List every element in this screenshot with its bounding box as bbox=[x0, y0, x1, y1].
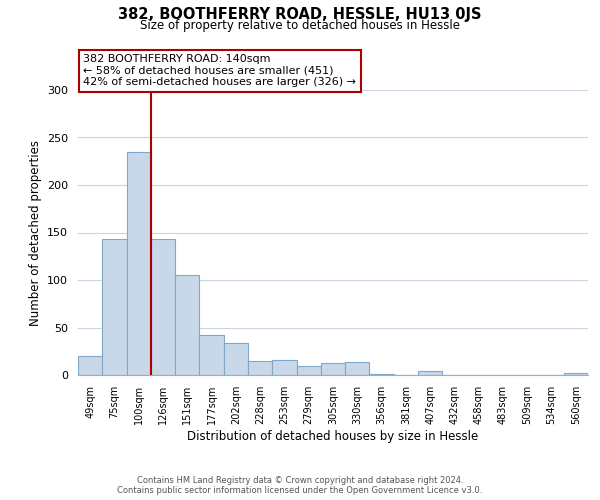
Text: 382, BOOTHFERRY ROAD, HESSLE, HU13 0JS: 382, BOOTHFERRY ROAD, HESSLE, HU13 0JS bbox=[118, 8, 482, 22]
Bar bbox=[345, 362, 370, 375]
Text: Contains HM Land Registry data © Crown copyright and database right 2024.
Contai: Contains HM Land Registry data © Crown c… bbox=[118, 476, 482, 495]
Bar bbox=[296, 366, 321, 375]
Bar bbox=[418, 371, 442, 375]
Text: 382 BOOTHFERRY ROAD: 140sqm
← 58% of detached houses are smaller (451)
42% of se: 382 BOOTHFERRY ROAD: 140sqm ← 58% of det… bbox=[83, 54, 356, 87]
Bar bbox=[102, 239, 127, 375]
Bar bbox=[370, 374, 394, 375]
Bar bbox=[321, 362, 345, 375]
Bar bbox=[272, 360, 296, 375]
Bar bbox=[248, 361, 272, 375]
Text: Size of property relative to detached houses in Hessle: Size of property relative to detached ho… bbox=[140, 19, 460, 32]
Bar bbox=[127, 152, 151, 375]
Bar bbox=[175, 275, 199, 375]
Bar bbox=[564, 373, 588, 375]
X-axis label: Distribution of detached houses by size in Hessle: Distribution of detached houses by size … bbox=[187, 430, 479, 442]
Y-axis label: Number of detached properties: Number of detached properties bbox=[29, 140, 41, 326]
Bar bbox=[199, 335, 224, 375]
Bar bbox=[151, 239, 175, 375]
Bar bbox=[224, 342, 248, 375]
Bar bbox=[78, 356, 102, 375]
